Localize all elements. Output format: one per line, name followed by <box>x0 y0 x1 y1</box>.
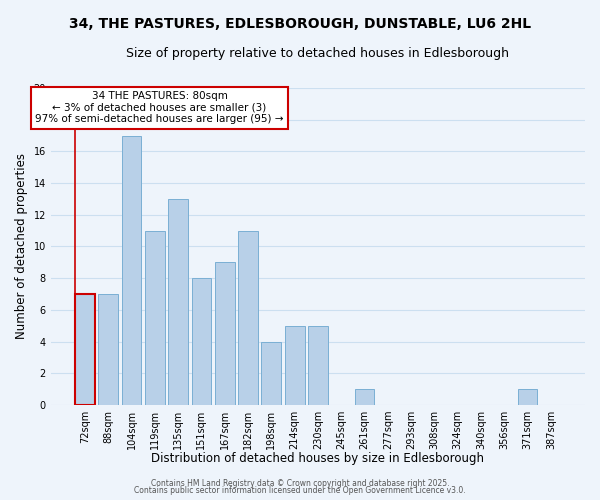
Text: Contains public sector information licensed under the Open Government Licence v3: Contains public sector information licen… <box>134 486 466 495</box>
X-axis label: Distribution of detached houses by size in Edlesborough: Distribution of detached houses by size … <box>151 452 484 465</box>
Bar <box>308 326 328 405</box>
Bar <box>122 136 142 405</box>
Bar <box>262 342 281 405</box>
Bar <box>355 389 374 405</box>
Bar <box>238 230 258 405</box>
Bar <box>145 230 165 405</box>
Bar <box>518 389 538 405</box>
Bar <box>215 262 235 405</box>
Y-axis label: Number of detached properties: Number of detached properties <box>15 154 28 340</box>
Bar <box>75 294 95 405</box>
Bar <box>168 199 188 405</box>
Text: 34, THE PASTURES, EDLESBOROUGH, DUNSTABLE, LU6 2HL: 34, THE PASTURES, EDLESBOROUGH, DUNSTABL… <box>69 18 531 32</box>
Title: Size of property relative to detached houses in Edlesborough: Size of property relative to detached ho… <box>127 48 509 60</box>
Text: 34 THE PASTURES: 80sqm
← 3% of detached houses are smaller (3)
97% of semi-detac: 34 THE PASTURES: 80sqm ← 3% of detached … <box>35 91 284 124</box>
Bar <box>285 326 305 405</box>
Text: Contains HM Land Registry data © Crown copyright and database right 2025.: Contains HM Land Registry data © Crown c… <box>151 478 449 488</box>
Bar <box>98 294 118 405</box>
Bar <box>191 278 211 405</box>
